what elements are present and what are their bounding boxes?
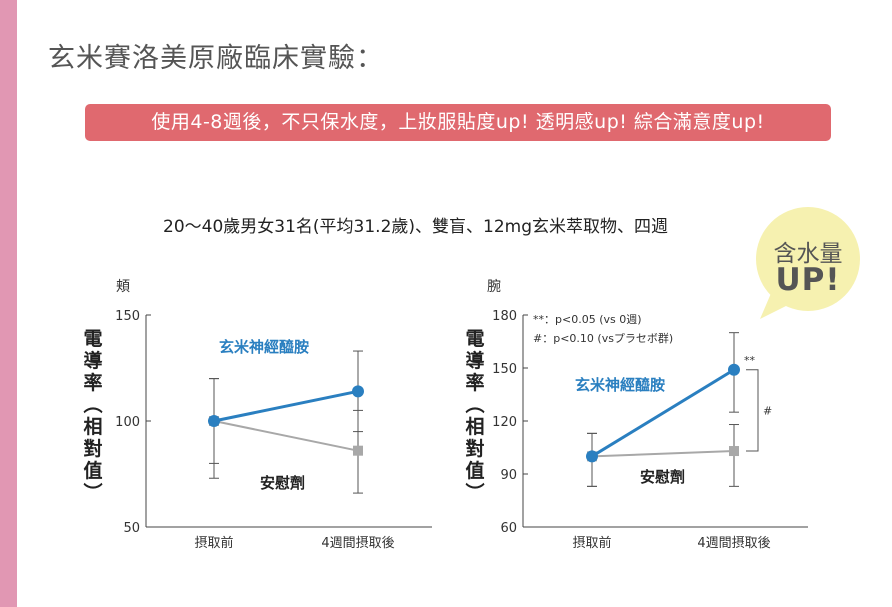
series-line [591,368,735,458]
series-label-active: 玄米神經醯胺 [219,338,309,356]
significance-note: #：p<0.10 (vsプラセボ群) [533,331,673,345]
series-label-placebo: 安慰劑 [640,468,685,486]
y-axis-label-char: 對 [83,438,102,460]
panel-label: 腕 [487,279,501,295]
x-tick-label: 4週間摂取後 [321,535,394,551]
y-tick-label: 150 [492,362,517,377]
significance-note: **：p<0.05 (vs 0週) [533,313,642,326]
series-line [591,450,735,458]
bubble-line-2: UP! [775,262,841,298]
data-point-circle [352,385,364,398]
y-axis-label-char: 值 [83,459,102,482]
y-axis-label-char: （ [81,394,104,413]
series-line [213,389,359,423]
y-axis-label-char: （ [463,394,486,413]
y-axis-label-char: 相 [465,416,484,438]
y-axis-label-char: ） [81,482,104,501]
data-point-circle [728,363,740,376]
x-tick-label: 摂取前 [572,535,611,551]
y-tick-label: 120 [492,415,517,430]
side-accent-bar [0,0,17,607]
panel-label: 頬 [116,279,130,295]
significance-marker: ** [744,354,756,367]
significance-bracket [746,369,759,452]
y-axis-label-char: 率 [465,371,484,394]
speech-bubble [756,207,860,319]
y-axis-label-char: ） [463,482,486,501]
series-label-placebo: 安慰劑 [260,474,305,492]
data-point-square [353,445,363,456]
y-tick-label: 180 [492,309,517,324]
y-tick-label: 60 [500,521,517,536]
y-tick-label: 90 [500,468,517,483]
page-title: 玄米賽洛美原廠臨床實驗： [48,43,384,74]
bubble-line-1: 含水量 [773,241,843,267]
y-axis-label-char: 對 [465,438,484,460]
y-tick-label: 150 [115,309,140,324]
y-axis-label-char: 電 [83,328,102,350]
y-axis-label-char: 值 [465,459,484,482]
summary-banner: 使用4-8週後，不只保水度，上妝服貼度up! 透明感up! 綜合滿意度up! [85,104,831,141]
y-axis-label-char: 電 [465,328,484,350]
y-axis-label-char: 導 [465,349,484,372]
series-line [213,420,359,452]
x-tick-label: 4週間摂取後 [697,535,770,551]
data-point-circle [586,450,598,463]
data-point-circle [208,415,220,427]
data-point-square [729,446,739,457]
y-axis-label-char: 率 [83,371,102,394]
bracket-label: # [763,404,772,417]
y-tick-label: 50 [123,521,140,536]
series-label-active: 玄米神經醯胺 [575,376,665,394]
y-axis-label-char: 導 [83,349,102,372]
y-tick-label: 100 [115,415,140,430]
study-subtitle: 20～40歲男女31名(平均31.2歲)、雙盲、12mg玄米萃取物、四週 [163,217,668,237]
x-tick-label: 摂取前 [194,535,233,551]
y-axis-label-char: 相 [83,416,102,438]
